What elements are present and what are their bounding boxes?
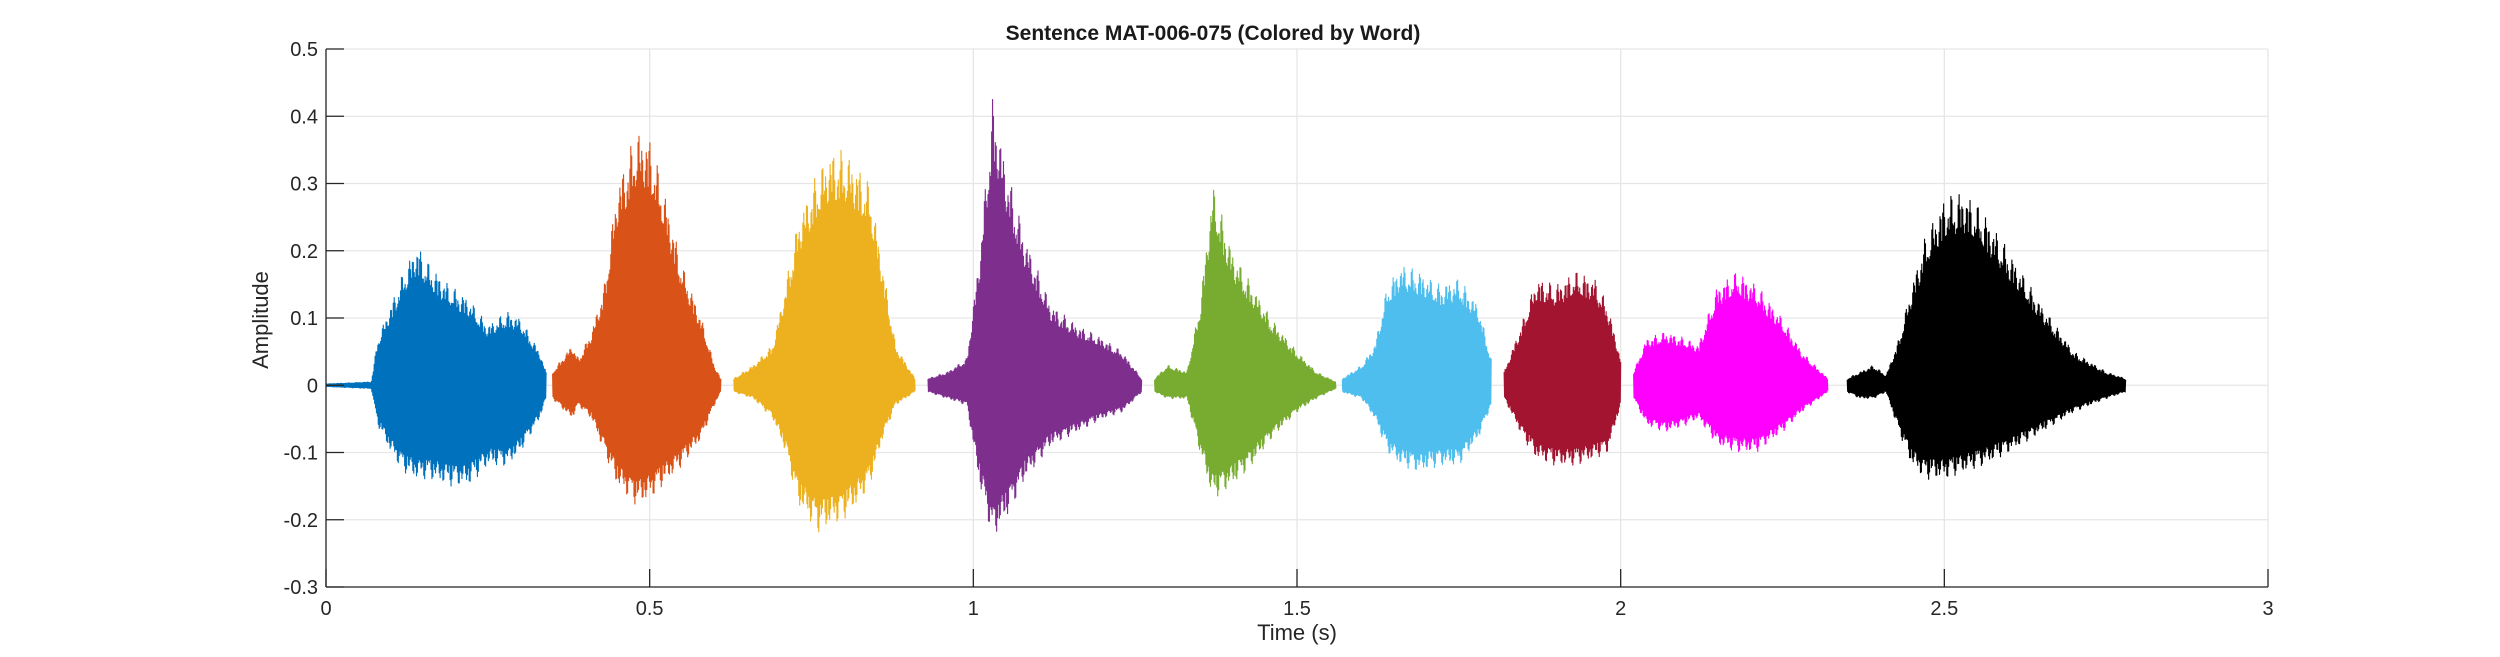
x-tick-label: 1.5 <box>1283 598 1311 620</box>
x-tick-label: 0 <box>320 598 331 620</box>
word-waveform-2 <box>551 135 722 505</box>
chart-title: Sentence MAT-006-075 (Colored by Word) <box>1006 22 1421 45</box>
word-waveform-5 <box>1154 189 1337 497</box>
y-axis-label: Amplitude <box>248 271 273 369</box>
x-tick-label: 2 <box>1615 598 1626 620</box>
x-tick-label: 2.5 <box>1930 598 1958 620</box>
y-tick-label: -0.3 <box>284 577 318 599</box>
y-tick-label: -0.1 <box>284 443 318 465</box>
axes: 0 0.5 1 1.5 2 2.5 3 -0.3 -0.2 -0.1 0 0.1 0.2 0.3 0.4 0.… <box>284 39 2274 620</box>
x-tick-label: 0.5 <box>636 598 664 620</box>
word-waveform-6 <box>1341 266 1492 470</box>
y-tick-label: -0.2 <box>284 510 318 532</box>
word-waveform-7 <box>1503 272 1622 466</box>
x-tick-label: 1 <box>968 598 979 620</box>
y-tick-label: 0.4 <box>290 106 318 128</box>
y-tick-label: 0.1 <box>290 308 318 330</box>
word-waveform-4 <box>927 99 1143 532</box>
y-tick-label: 0.3 <box>290 174 318 196</box>
labels: Sentence MAT-006-075 (Colored by Word) T… <box>248 22 1420 645</box>
word-waveform-8 <box>1633 273 1829 453</box>
word-waveform-9 <box>1846 194 2127 480</box>
x-axis-label: Time (s) <box>1257 620 1337 645</box>
y-tick-label: 0 <box>307 375 318 397</box>
word-waveform-3 <box>733 149 916 533</box>
y-tick-label: 0.2 <box>290 241 318 263</box>
y-tick-label: 0.5 <box>290 39 318 61</box>
word-waveform-1 <box>325 251 547 487</box>
series-group <box>325 99 2127 533</box>
x-tick-label: 3 <box>2262 598 2273 620</box>
